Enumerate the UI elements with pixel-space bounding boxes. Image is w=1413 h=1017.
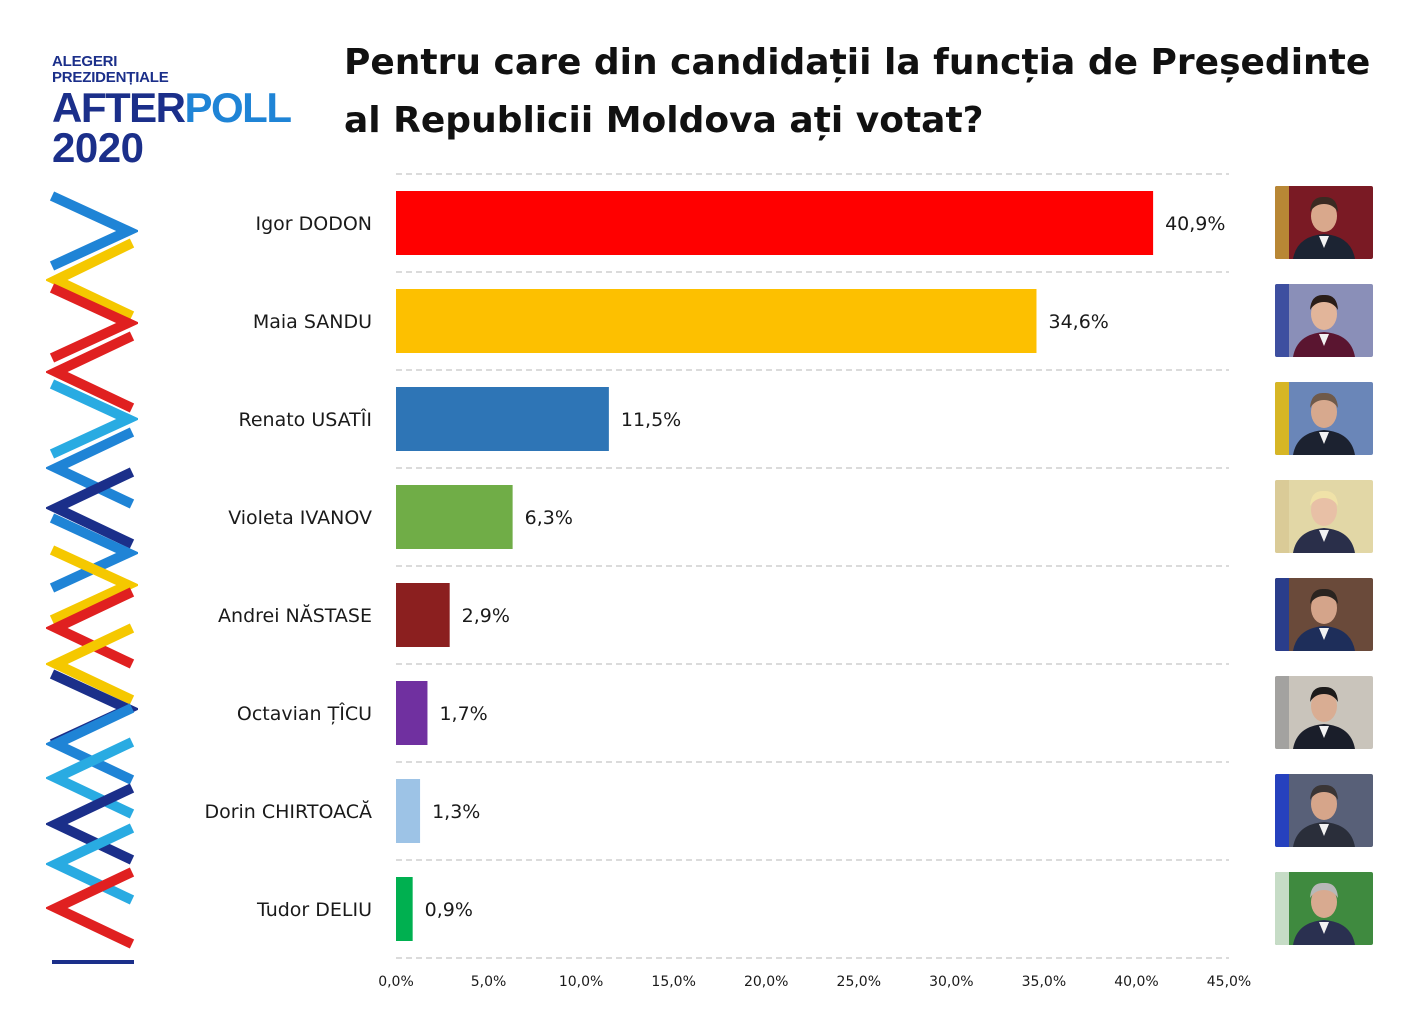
afterpoll-logo: ALEGERI PREZIDENȚIALE AFTERPOLL 2020 xyxy=(52,53,292,171)
bar xyxy=(396,191,1154,255)
candidate-photo xyxy=(1275,676,1373,749)
logo-line-prezidentiale: PREZIDENȚIALE xyxy=(52,69,169,86)
category-label: Dorin CHIRTOACĂ xyxy=(204,799,372,823)
bar xyxy=(396,289,1037,353)
data-label: 6,3% xyxy=(525,507,573,529)
category-label: Renato USATÎI xyxy=(239,408,373,431)
category-label: Igor DODON xyxy=(255,213,372,235)
candidate-photo xyxy=(1275,382,1373,455)
candidate-photo xyxy=(1275,186,1373,259)
candidate-photo xyxy=(1275,774,1373,847)
category-label: Andrei NĂSTASE xyxy=(218,603,372,627)
data-label: 11,5% xyxy=(621,409,681,431)
category-label: Violeta IVANOV xyxy=(228,507,372,529)
category-label: Tudor DELIU xyxy=(256,899,372,921)
candidate-photo xyxy=(1275,578,1373,651)
candidate-photo xyxy=(1275,872,1373,945)
bar xyxy=(396,387,609,451)
logo-year: 2020 xyxy=(52,124,144,171)
bar xyxy=(396,583,450,647)
bar xyxy=(396,485,513,549)
data-label: 34,6% xyxy=(1048,311,1108,333)
data-label: 1,3% xyxy=(432,801,480,823)
logo-brand: AFTERPOLL xyxy=(52,87,292,129)
category-label: Octavian ȚÎCU xyxy=(237,702,372,725)
data-label: 1,7% xyxy=(439,703,487,725)
candidate-photo xyxy=(1275,284,1373,357)
logo-brand-after: AFTER xyxy=(52,84,186,131)
x-tick-label: 35,0% xyxy=(1022,974,1066,990)
candidate-photo xyxy=(1275,480,1373,553)
x-tick-label: 20,0% xyxy=(744,974,788,990)
logo-line-alegeri: ALEGERI xyxy=(52,53,118,70)
decorative-chevron-stripes xyxy=(46,191,138,964)
data-label: 2,9% xyxy=(462,605,510,627)
chart-title: Pentru care din candidații la funcția de… xyxy=(344,42,1371,141)
x-tick-label: 15,0% xyxy=(651,974,695,990)
x-tick-label: 40,0% xyxy=(1114,974,1158,990)
logo-brand-poll: POLL xyxy=(184,84,293,131)
bar xyxy=(396,779,421,843)
x-tick-label: 25,0% xyxy=(837,974,881,990)
x-tick-label: 0,0% xyxy=(378,974,414,990)
data-label: 0,9% xyxy=(425,899,473,921)
bar xyxy=(396,681,428,745)
data-label: 40,9% xyxy=(1165,213,1225,235)
x-tick-label: 10,0% xyxy=(559,974,603,990)
x-tick-label: 45,0% xyxy=(1207,974,1251,990)
category-label: Maia SANDU xyxy=(253,311,372,333)
x-tick-label: 5,0% xyxy=(471,974,507,990)
x-tick-label: 30,0% xyxy=(929,974,973,990)
bar xyxy=(396,877,413,941)
